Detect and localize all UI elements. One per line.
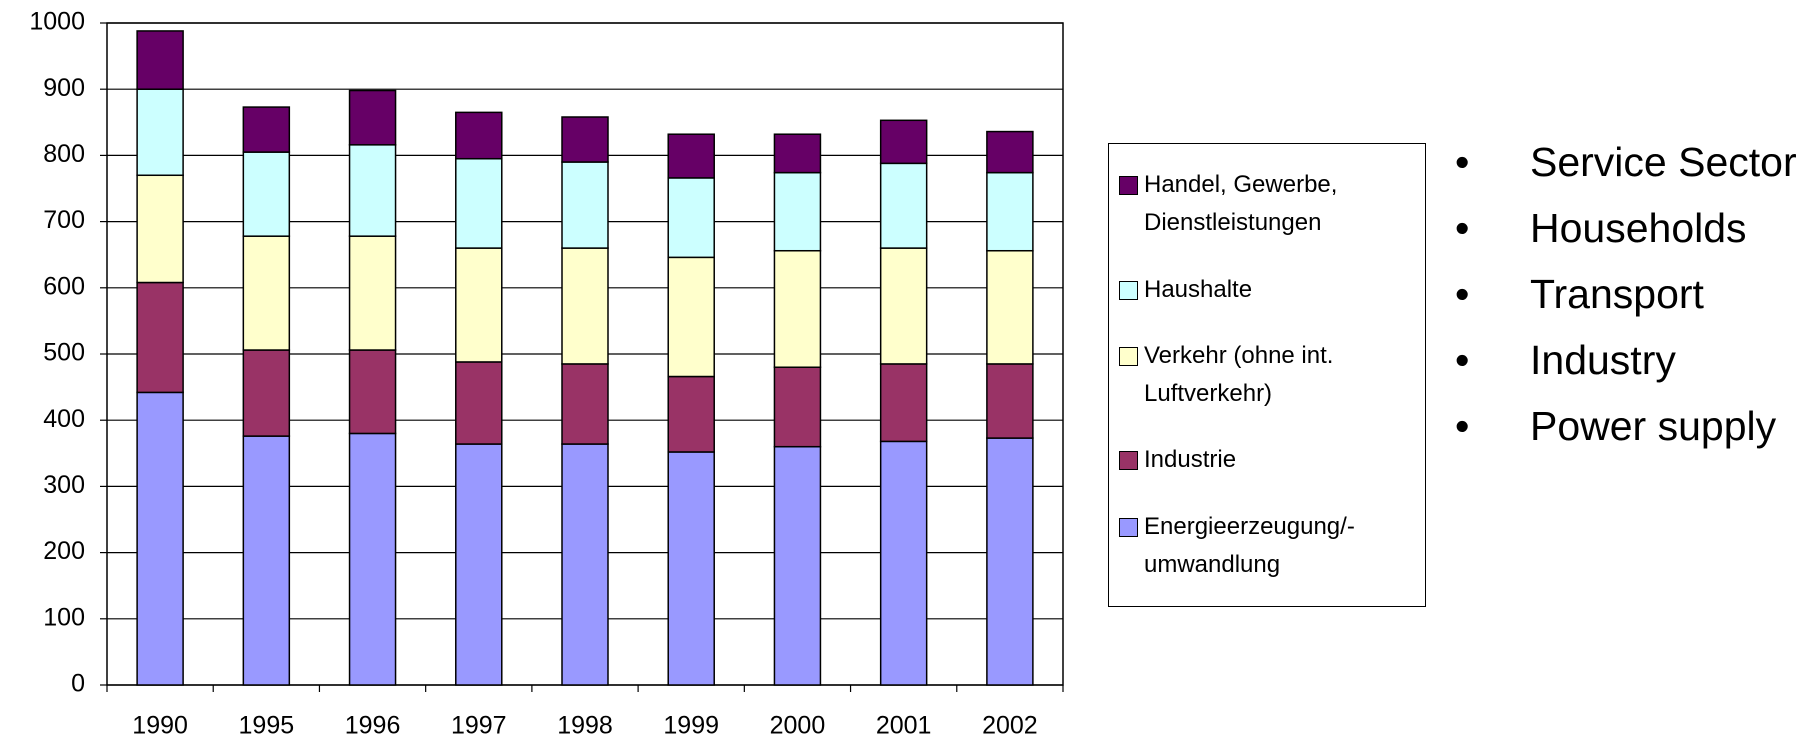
y-tick-label: 400 [43,405,85,433]
legend-label: Industrie [1144,446,1237,474]
bullet-list: • Service Sector • Households • Transport • Ind… [1455,140,1796,470]
x-tick-label: 1990 [132,712,188,740]
bar-segment [667,451,715,686]
legend-label: Verkehr (ohne int. Luftverkehr) [1144,341,1334,407]
bar-segment [136,391,184,686]
x-tick-label: 2001 [876,712,932,740]
legend: Handel, Gewerbe, Dienstleistungen Haushal… [1108,143,1426,607]
bullet-text: Industry [1530,337,1676,383]
legend-item: Verkehr (ohne int. Luftverkehr) [1119,337,1415,413]
bar-segment [455,157,503,249]
y-tick-label: 900 [43,74,85,102]
chart: 0 100 200 300 400 500 600 700 800 900 1000 1990 1995… [29,8,1064,740]
bullet-text: Power supply [1530,403,1777,449]
legend-item: Energieerzeugung/-umwandlung [1119,508,1415,584]
bar-segment [986,437,1034,686]
legend-item: Haushalte [1119,271,1415,309]
bar-segment [348,349,397,435]
legend-label: Energieerzeugung/-umwandlung [1144,512,1355,578]
bar-segment [773,249,822,368]
bar-segment [242,151,291,237]
legend-label: Haushalte [1144,275,1253,303]
bullet-dot: • [1455,337,1470,383]
x-tick-label: 2000 [770,712,826,740]
x-tick-label: 1997 [451,712,507,740]
bar-segment [773,445,822,686]
y-tick-label: 600 [43,272,85,300]
bar-segment [455,247,503,363]
bar-segment [136,174,184,284]
bar-segment [773,366,822,448]
bar-segment [879,119,928,165]
bar-segment [879,363,928,443]
y-tick-label: 0 [71,670,85,698]
bar-segment [986,171,1034,252]
x-tick-label: 1996 [345,712,401,740]
bar-segment [455,443,503,686]
bar-segment [455,361,503,445]
legend-swatch [1119,176,1138,196]
bar-segment [561,161,609,249]
bullet-dot: • [1455,205,1470,251]
bar-segment [242,106,291,153]
bullet-dot: • [1455,403,1470,449]
bar-segment [136,30,184,90]
y-tick-label: 200 [43,537,85,565]
x-tick-label: 1999 [663,712,719,740]
bar-segment [348,235,397,351]
bar-segment [242,435,291,686]
bar-segment [667,133,715,179]
bar-segment [561,443,609,686]
bar-segment [136,88,184,177]
x-tick-label: 2002 [982,712,1038,740]
bar-segment [242,235,291,351]
bar-segment [348,144,397,237]
bullet-dot: • [1455,139,1470,185]
bar-segment [667,375,715,453]
bar-segment [773,171,822,252]
bullet-text: Service Sector [1530,139,1796,185]
legend-swatch [1119,280,1138,300]
bullet-dot: • [1455,271,1470,317]
bar-segment [242,349,291,437]
y-tick-label: 700 [43,206,85,234]
legend-label: Handel, Gewerbe, Dienstleistungen [1144,171,1338,237]
bar-segment [667,256,715,378]
bar-segment [348,89,397,146]
y-tick-label: 100 [43,603,85,631]
bar-segment [879,247,928,365]
bullet-text: Transport [1530,271,1704,317]
x-tick-label: 1998 [557,712,613,740]
legend-swatch [1119,517,1138,537]
legend-item: Industrie [1119,441,1415,479]
bar-segment [561,363,609,445]
bar-segment [561,247,609,365]
bar-segment [348,432,397,686]
x-tick-label: 1995 [239,712,295,740]
bullet-item: • Households [1455,206,1796,250]
y-tick-label: 500 [43,339,85,367]
bar-segment [986,363,1034,439]
bullet-item: • Service Sector [1455,140,1796,184]
bar-segment [667,177,715,259]
legend-swatch [1119,451,1138,471]
bullet-text: Households [1530,205,1747,251]
bullet-item: • Transport [1455,272,1796,316]
bar-segment [986,130,1034,174]
bar-segment [879,162,928,249]
y-tick-label: 1000 [29,8,85,36]
y-tick-label: 800 [43,140,85,168]
legend-item: Handel, Gewerbe, Dienstleistungen [1119,166,1415,242]
bar-segment [879,440,928,686]
y-tick-label: 300 [43,471,85,499]
bar-segment [455,111,503,160]
bullet-item: • Industry [1455,338,1796,382]
bar-segment [986,249,1034,365]
bullet-item: • Power supply [1455,404,1796,448]
bar-segment [773,133,822,174]
bar-segment [561,116,609,163]
bar-segment [136,281,184,394]
legend-swatch [1119,346,1138,366]
